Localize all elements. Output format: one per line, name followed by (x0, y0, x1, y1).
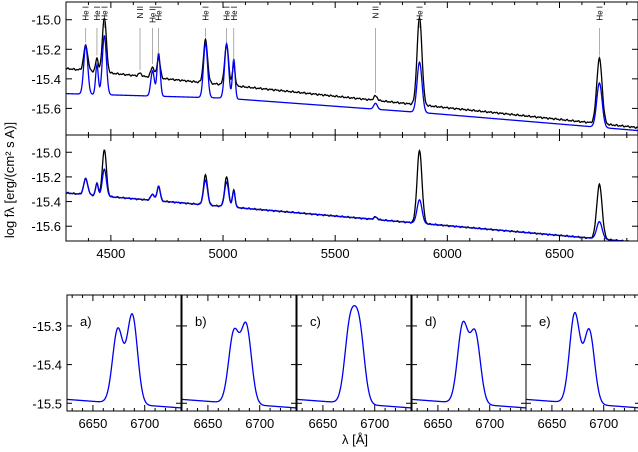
x-tick-label: 5000 (209, 246, 238, 261)
plot-frame (411, 294, 527, 412)
y-tick-label: -15.6 (31, 219, 61, 234)
subplot-label: b) (195, 314, 207, 329)
line-id-label: He I (202, 6, 211, 21)
plot-frame (66, 294, 182, 412)
plot-frame (65, 134, 638, 242)
x-tick-label: 6700 (475, 416, 504, 431)
profile-subplot: 6650 6700 e) (525, 294, 638, 431)
plot-frame (525, 294, 638, 412)
middle-spectrum-panel: -15.0 -15.2 -15.4 -15.6 4500 5000 5500 6000 6500 (31, 134, 638, 261)
line-id-label: He I (223, 6, 232, 21)
observed-spectrum-line (66, 15, 638, 129)
x-tick-label: 6650 (423, 416, 452, 431)
y-tick-label: -15.3 (32, 319, 62, 334)
line-id-label: He I (100, 6, 109, 21)
line-id-label: He I (416, 6, 425, 21)
x-tick-label: 6700 (360, 416, 389, 431)
y-tick-label: -15.0 (31, 145, 61, 160)
line-id-label: N II (372, 6, 381, 18)
line-id-label: He I (82, 6, 91, 21)
line-id-label: He I (93, 6, 102, 21)
observed-spectrum-line (66, 148, 635, 241)
x-tick-label: 5500 (321, 246, 350, 261)
profile-subplot: 6650 6700 -15.3 -15.4 -15.5 a) (32, 294, 182, 431)
profile-line (411, 320, 527, 409)
y-tick-label: -15.2 (31, 170, 61, 185)
plot-frame (181, 294, 297, 412)
x-tick-label: 6650 (308, 416, 337, 431)
x-tick-label: 6700 (589, 416, 618, 431)
profile-line (296, 305, 412, 409)
profile-line (525, 311, 638, 409)
line-id-label: He II (149, 6, 158, 23)
subplot-label: a) (80, 314, 92, 329)
y-tick-label: -15.2 (31, 42, 61, 57)
y-tick-label: -15.4 (31, 72, 61, 87)
x-tick-label: 6650 (193, 416, 222, 431)
model-spectrum-line (66, 168, 632, 241)
y-tick-label: -15.4 (31, 195, 61, 210)
x-axis-title: λ [Å] (342, 432, 368, 447)
y-tick-label: -15.0 (31, 13, 61, 28)
x-tick-label: 4500 (96, 246, 125, 261)
y-tick-label: -15.6 (31, 101, 61, 116)
profile-line (66, 313, 182, 409)
y-tick-label: -15.5 (32, 396, 62, 411)
x-tick-label: 6650 (78, 416, 107, 431)
profile-subplot: 6650 6700 b) (181, 294, 297, 431)
line-id-label: He I (595, 6, 604, 21)
line-id-label: He I (230, 6, 239, 21)
subplot-label: e) (539, 314, 551, 329)
subplot-label: d) (425, 314, 437, 329)
x-tick-label: 6700 (245, 416, 274, 431)
x-tick-label: 6650 (537, 416, 566, 431)
x-tick-label: 6000 (433, 246, 462, 261)
model-spectrum-line (66, 35, 638, 132)
x-tick-label: 6500 (545, 246, 574, 261)
y-tick-label: -15.4 (32, 358, 62, 373)
subplot-label: c) (310, 314, 321, 329)
profile-subplot: 6650 6700 c) (296, 294, 412, 431)
profile-line (181, 321, 297, 409)
profile-subplot: 6650 6700 d) (411, 294, 527, 431)
y-axis-title: log fλ [erg/(cm² s A)] (2, 122, 17, 238)
line-id-label: N II (136, 6, 145, 18)
plot-frame (296, 294, 412, 412)
line-id-label: He I (155, 6, 164, 21)
x-tick-label: 6700 (130, 416, 159, 431)
